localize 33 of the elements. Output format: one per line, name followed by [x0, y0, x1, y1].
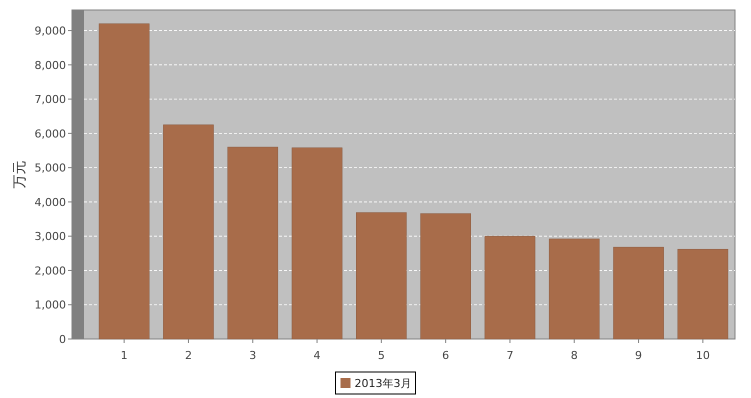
bar [227, 146, 278, 340]
x-tick-label: 7 [506, 349, 514, 362]
legend-label: 2013年3月 [354, 377, 412, 390]
x-tick-label: 4 [314, 349, 321, 362]
bar [678, 248, 728, 340]
y-axis-title: 万元 [12, 160, 28, 188]
x-tick-label: 5 [378, 349, 385, 362]
bar [420, 213, 471, 340]
x-tick-label: 1 [120, 349, 128, 362]
bar [163, 124, 214, 340]
bar [484, 236, 536, 340]
y-tick-label: 7,000 [34, 93, 66, 106]
y-tick-label: 4,000 [34, 196, 66, 209]
bar [98, 23, 150, 340]
y-tick-label: 8,000 [34, 58, 66, 72]
bar [292, 148, 342, 340]
y-tick-label: 3,000 [34, 230, 66, 244]
x-tick-label: 10 [696, 349, 710, 362]
y-tick-label: 9,000 [34, 24, 66, 38]
y-tick-label: 5,000 [34, 162, 66, 175]
y-tick-label: 0 [59, 333, 66, 346]
y-tick-label: 2,000 [34, 264, 66, 278]
x-tick-label: 8 [570, 349, 578, 362]
y-tick-label: 6,000 [34, 127, 66, 140]
x-tick-label: 6 [442, 349, 450, 362]
bar [548, 238, 600, 340]
x-tick-label: 9 [635, 349, 642, 362]
x-tick-label: 3 [249, 349, 256, 362]
bar [356, 212, 407, 340]
legend: 2013年3月 [335, 372, 416, 394]
bar [613, 246, 664, 340]
x-tick-label: 2 [184, 349, 192, 362]
y-tick-label: 1,000 [34, 298, 66, 312]
